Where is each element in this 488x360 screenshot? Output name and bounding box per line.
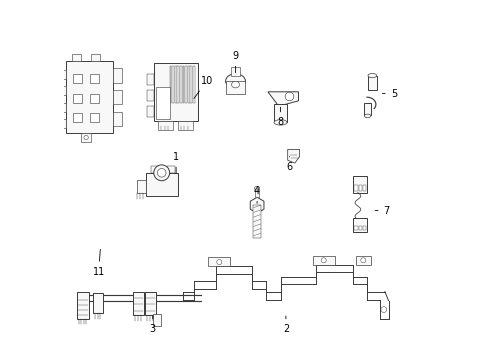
Bar: [174, 66, 176, 103]
Bar: [91, 54, 101, 61]
Text: 3: 3: [149, 316, 156, 334]
Text: 6: 6: [286, 157, 292, 172]
Bar: [362, 226, 366, 230]
Bar: [147, 74, 154, 85]
Bar: [59, 86, 66, 95]
Bar: [89, 94, 99, 103]
Text: 4: 4: [254, 186, 260, 203]
Circle shape: [216, 260, 222, 265]
Circle shape: [157, 168, 166, 177]
Bar: [151, 166, 159, 173]
Bar: [152, 314, 160, 326]
Bar: [312, 256, 334, 265]
Bar: [145, 173, 178, 196]
Ellipse shape: [367, 73, 376, 78]
Text: 2: 2: [282, 316, 288, 334]
Bar: [73, 74, 82, 83]
Bar: [59, 119, 66, 128]
Text: 5: 5: [382, 89, 396, 99]
Circle shape: [321, 258, 325, 263]
Bar: [193, 66, 194, 103]
Bar: [154, 63, 197, 121]
Bar: [177, 66, 179, 103]
Bar: [73, 94, 82, 103]
Text: 9: 9: [232, 51, 238, 73]
Bar: [59, 103, 66, 112]
Bar: [354, 185, 357, 191]
Bar: [147, 90, 154, 101]
Bar: [93, 293, 103, 313]
Bar: [158, 121, 173, 130]
Text: 10: 10: [194, 76, 212, 99]
Bar: [72, 54, 81, 61]
Ellipse shape: [231, 81, 239, 88]
Text: 7: 7: [374, 206, 389, 216]
Bar: [362, 185, 366, 191]
Polygon shape: [250, 197, 264, 213]
Circle shape: [84, 135, 88, 140]
Bar: [225, 81, 244, 94]
Bar: [185, 66, 186, 103]
Bar: [182, 66, 184, 103]
Bar: [113, 90, 122, 104]
Bar: [254, 188, 259, 197]
Bar: [180, 66, 182, 103]
Polygon shape: [267, 92, 298, 106]
Bar: [59, 70, 66, 79]
Bar: [358, 226, 361, 230]
Text: 11: 11: [92, 249, 104, 277]
Circle shape: [380, 307, 386, 312]
Ellipse shape: [364, 114, 370, 118]
Bar: [355, 256, 370, 265]
Bar: [81, 133, 91, 142]
Bar: [367, 76, 376, 90]
Bar: [352, 176, 366, 193]
Bar: [113, 112, 122, 126]
Circle shape: [285, 92, 293, 101]
Bar: [167, 166, 175, 173]
Bar: [147, 106, 154, 117]
Text: 1: 1: [173, 152, 179, 174]
Bar: [352, 218, 366, 232]
Bar: [178, 121, 193, 130]
Bar: [169, 66, 171, 103]
Bar: [273, 104, 286, 122]
Bar: [89, 74, 99, 83]
Ellipse shape: [254, 186, 259, 190]
Bar: [190, 66, 192, 103]
Bar: [172, 66, 174, 103]
Bar: [231, 67, 239, 76]
Bar: [156, 87, 170, 119]
Circle shape: [153, 165, 169, 181]
Bar: [66, 61, 113, 133]
Bar: [253, 205, 260, 238]
Text: 8: 8: [277, 107, 283, 127]
Bar: [77, 292, 88, 319]
Polygon shape: [287, 149, 299, 163]
Ellipse shape: [273, 120, 286, 125]
Ellipse shape: [225, 74, 245, 88]
Bar: [354, 226, 357, 230]
Bar: [89, 113, 99, 122]
Bar: [73, 113, 82, 122]
Bar: [208, 257, 230, 266]
Bar: [133, 292, 144, 315]
Circle shape: [360, 258, 365, 263]
Bar: [187, 66, 189, 103]
Bar: [113, 68, 122, 83]
Bar: [358, 185, 361, 191]
Bar: [364, 103, 370, 115]
Bar: [136, 180, 145, 193]
Bar: [144, 292, 156, 315]
